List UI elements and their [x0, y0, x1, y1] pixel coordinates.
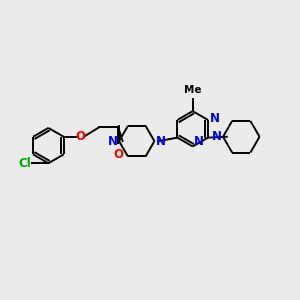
Text: N: N	[209, 112, 220, 125]
Text: Cl: Cl	[18, 157, 31, 170]
Text: Me: Me	[184, 85, 201, 95]
Text: O: O	[76, 130, 86, 143]
Text: N: N	[156, 135, 166, 148]
Text: N: N	[212, 130, 221, 143]
Text: N: N	[194, 135, 204, 148]
Text: N: N	[108, 135, 118, 148]
Text: O: O	[113, 148, 123, 161]
